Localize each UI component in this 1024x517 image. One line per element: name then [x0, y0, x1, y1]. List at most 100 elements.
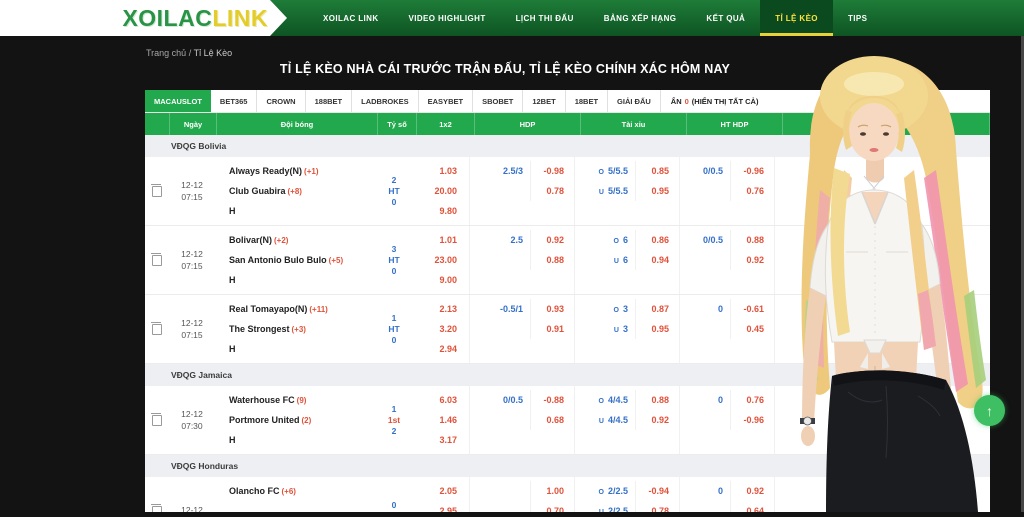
- match-row[interactable]: 12-12 07:15 Real Tomayapo(N) (+11) The St…: [145, 295, 990, 364]
- under-letter: U: [598, 189, 604, 196]
- league-header[interactable]: VĐQG Bolivia: [145, 135, 990, 157]
- odds-ou-cell[interactable]: O 6 0.86 U 6 0.94: [575, 226, 680, 294]
- hidden-odds-area: [775, 386, 990, 454]
- under-odds: 0.92: [635, 410, 679, 430]
- odds-ou-cell[interactable]: O 4/4.5 0.88 U 4/4.5 0.92: [575, 386, 680, 454]
- nav-item-bang-xep-hang[interactable]: BẢNG XẾP HẠNG: [603, 13, 677, 23]
- trash-icon[interactable]: [151, 412, 162, 426]
- col-hdp: HDP: [475, 113, 581, 135]
- match-row[interactable]: 12-12 07:15 Always Ready(N) (+1) Club Gua…: [145, 157, 990, 226]
- odds-1x2-away: 1.46: [439, 415, 457, 425]
- odds-ht-hdp-cell[interactable]: 0 -0.61 0.45: [680, 295, 775, 363]
- odds-1x2-away: 3.20: [439, 324, 457, 334]
- odds-hdp-cell[interactable]: 0/0.5 -0.88 0.68: [470, 386, 575, 454]
- odds-ht-hdp-cell[interactable]: 0/0.5 -0.96 0.76: [680, 157, 775, 225]
- ht-line: 0: [717, 304, 723, 314]
- over-odds: 0.88: [635, 390, 679, 410]
- away-team[interactable]: Club Guabira: [229, 186, 286, 196]
- score-period: HT: [388, 254, 400, 265]
- league-header[interactable]: VĐQG Honduras: [145, 455, 990, 477]
- odds-hdp-cell[interactable]: -0.5/1 0.93 0.91: [470, 295, 575, 363]
- match-row[interactable]: 12-12 07:15 Bolivar(N) (+2) San Antonio B…: [145, 226, 990, 295]
- bookmaker-tab-12bet[interactable]: 12BET: [523, 90, 566, 112]
- bookmaker-tabs: MACAUSLOT BET365 CROWN 188BET LADBROKES …: [145, 90, 990, 113]
- ht-home-odds: 0.88: [730, 230, 774, 250]
- odds-1x2-draw: 3.17: [439, 435, 457, 445]
- bookmaker-tab-18bet[interactable]: 18BET: [566, 90, 609, 112]
- teams-cell: Bolivar(N) (+2) San Antonio Bulo Bulo (+5)…: [215, 226, 375, 294]
- ou-line-under: 5/5.5: [607, 186, 628, 196]
- odds-1x2-cell[interactable]: 1.03 20.00 9.80: [413, 157, 470, 225]
- odds-hdp-cell[interactable]: 2.5 0.92 0.88: [470, 226, 575, 294]
- over-letter: O: [598, 169, 604, 176]
- home-team[interactable]: Bolivar(N): [229, 235, 273, 245]
- nav-item-xoilac-link[interactable]: XOILAC LINK: [323, 13, 379, 23]
- col-score: Tỷ số: [378, 113, 417, 135]
- over-letter: O: [613, 238, 619, 245]
- ht-home-odds: 0.92: [730, 481, 774, 501]
- hdp-away-odds: 0.68: [530, 410, 574, 430]
- trash-icon[interactable]: [151, 503, 162, 512]
- match-row[interactable]: 12-12 07:30 Waterhouse FC (9) Portmore Un…: [145, 386, 990, 455]
- home-team[interactable]: Real Tomayapo(N): [229, 304, 308, 314]
- odds-ht-hdp-cell[interactable]: 0 0.76 -0.96: [680, 386, 775, 454]
- bookmaker-tab-188bet[interactable]: 188BET: [306, 90, 353, 112]
- bookmaker-tab-ladbrokes[interactable]: LADBROKES: [352, 90, 419, 112]
- odds-hdp-cell[interactable]: 2.5/3 -0.98 0.78: [470, 157, 575, 225]
- odds-ht-hdp-cell[interactable]: 0/0.5 0.88 0.92: [680, 226, 775, 294]
- odds-1x2-cell[interactable]: 1.01 23.00 9.00: [413, 226, 470, 294]
- trash-icon[interactable]: [151, 183, 162, 197]
- odds-1x2-home: 1.03: [439, 166, 457, 176]
- bookmaker-tab-giai-dau[interactable]: GIẢI ĐẤU: [608, 90, 661, 112]
- hidden-odds-area: [775, 226, 990, 294]
- trash-icon[interactable]: [151, 252, 162, 266]
- nav-item-ket-qua[interactable]: KẾT QUẢ: [706, 13, 746, 23]
- ou-line-over: 2/2.5: [607, 486, 628, 496]
- draw-label: H: [229, 275, 236, 285]
- logo[interactable]: XOILACLINK: [0, 0, 287, 36]
- hdp-line: -0.5/1: [499, 304, 523, 314]
- match-day: 12-12: [181, 409, 203, 419]
- match-date: 12-12: [169, 477, 215, 512]
- under-odds: 0.95: [635, 319, 679, 339]
- home-team[interactable]: Olancho FC: [229, 486, 280, 496]
- home-team[interactable]: Waterhouse FC: [229, 395, 295, 405]
- bookmaker-tab-sbobet[interactable]: SBOBET: [473, 90, 524, 112]
- nav-item-video-highlight[interactable]: VIDEO HIGHLIGHT: [408, 13, 486, 23]
- odds-ou-cell[interactable]: O 3 0.87 U 3 0.95: [575, 295, 680, 363]
- away-team[interactable]: San Antonio Bulo Bulo: [229, 255, 327, 265]
- ou-line-under: 4/4.5: [607, 415, 628, 425]
- odds-ou-cell[interactable]: O2/2.5-0.94 U2/2.50.78: [575, 477, 680, 512]
- odds-1x2-cell[interactable]: 2.05 2.95: [413, 477, 470, 512]
- bookmaker-tab-easybet[interactable]: EASYBET: [419, 90, 474, 112]
- odds-1x2-cell[interactable]: 6.03 1.46 3.17: [413, 386, 470, 454]
- scroll-to-top-button[interactable]: ↑: [974, 395, 1005, 426]
- ht-home-odds: -0.61: [730, 299, 774, 319]
- odds-ht-hdp-cell[interactable]: 0 0.92 0.64: [680, 477, 775, 512]
- breadcrumb-home[interactable]: Trang chủ: [146, 48, 187, 58]
- nav-item-ti-le-keo[interactable]: TỈ LỆ KÈO: [760, 0, 833, 36]
- ht-line: 0: [717, 486, 723, 496]
- score-cell: 1 1st 2: [375, 386, 413, 454]
- hdp-home-odds: 0.93: [530, 299, 574, 319]
- odds-1x2-cell[interactable]: 2.13 3.20 2.94: [413, 295, 470, 363]
- away-team[interactable]: The Strongest: [229, 324, 290, 334]
- odds-hdp-cell[interactable]: 1.00 0.70: [470, 477, 575, 512]
- hide-toggle[interactable]: ẨN 0 (HIỂN THỊ TẤT CẢ): [670, 96, 759, 106]
- bookmaker-tab-macauslot[interactable]: MACAUSLOT: [145, 90, 211, 112]
- bookmaker-tab-crown[interactable]: CROWN: [257, 90, 306, 112]
- page-scrollbar[interactable]: [1021, 36, 1024, 512]
- home-team[interactable]: Always Ready(N): [229, 166, 303, 176]
- match-row[interactable]: 12-12 Olancho FC(+6) 0 1st 2.05 2.95 1.0…: [145, 477, 990, 512]
- league-header[interactable]: VĐQG Jamaica: [145, 364, 990, 386]
- odds-1x2-home: 2.13: [439, 304, 457, 314]
- odds-ou-cell[interactable]: O 5/5.5 0.85 U 5/5.5 0.95: [575, 157, 680, 225]
- away-team[interactable]: Portmore United: [229, 415, 300, 425]
- nav-item-tips[interactable]: TIPS: [847, 13, 868, 23]
- bookmaker-tab-bet365[interactable]: BET365: [211, 90, 258, 112]
- odds-1x2-away: 23.00: [434, 255, 457, 265]
- hidden-odds-area: [775, 295, 990, 363]
- trash-icon[interactable]: [151, 321, 162, 335]
- nav-item-lich-thi-dau[interactable]: LỊCH THI ĐẤU: [515, 13, 574, 23]
- score-period: 1st: [387, 414, 401, 425]
